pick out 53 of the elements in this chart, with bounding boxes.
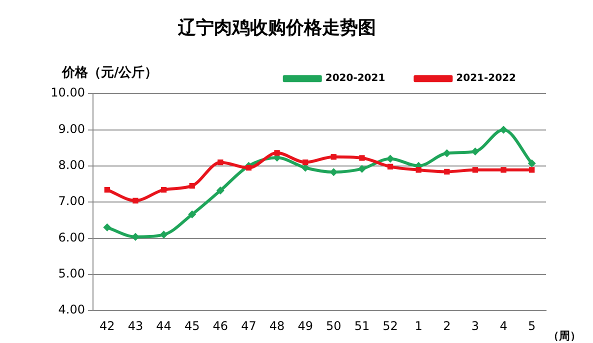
y-tick-label: 10.00	[50, 86, 85, 100]
x-tick-label: 2	[443, 318, 451, 333]
x-tick-label: 5	[528, 318, 536, 333]
point	[528, 159, 536, 168]
y-axis-title: 价格（元/公斤）	[61, 64, 158, 80]
point	[472, 167, 478, 173]
y-tick-label: 5.00	[58, 266, 85, 281]
x-tick-label: 42	[100, 318, 115, 333]
chart-title: 辽宁肉鸡收购价格走势图	[177, 17, 376, 38]
y-tick-label: 7.00	[58, 194, 85, 208]
point	[358, 164, 366, 173]
point	[500, 126, 508, 134]
point	[246, 164, 252, 171]
point	[442, 149, 451, 158]
point	[471, 147, 480, 156]
point	[132, 198, 138, 204]
x-tick-label: 46	[212, 318, 228, 333]
x-tick-label: 3	[471, 318, 480, 333]
point	[416, 167, 422, 173]
point	[189, 182, 195, 189]
x-tick-label: 44	[156, 318, 172, 333]
x-tick-label: 50	[326, 318, 342, 333]
point	[188, 210, 196, 218]
y-tick-label: 8.00	[58, 158, 85, 172]
point	[160, 186, 167, 193]
x-tick-label: 47	[241, 318, 256, 333]
x-tick-label: 49	[298, 318, 313, 333]
legend-label: 2021-2022	[456, 73, 516, 84]
point	[387, 164, 394, 170]
point	[103, 223, 112, 232]
point	[386, 154, 394, 163]
point	[500, 167, 506, 173]
point	[302, 159, 308, 166]
point	[104, 186, 110, 193]
point	[529, 167, 535, 173]
point	[274, 150, 280, 156]
x-tick-label: 45	[184, 318, 200, 333]
x-tick-label: 1	[414, 318, 422, 333]
x-tick-label: 48	[269, 318, 285, 333]
x-tick-label: 43	[128, 318, 144, 333]
y-tick-label: 6.00	[58, 230, 85, 244]
x-tick-label: 4	[500, 318, 508, 333]
point	[216, 186, 224, 195]
point	[359, 155, 365, 161]
point	[444, 168, 450, 175]
y-tick-label: 4.00	[58, 302, 85, 317]
legend-label: 2020-2021	[325, 73, 386, 84]
y-tick-label: 9.00	[58, 122, 85, 136]
point	[330, 154, 336, 160]
point	[218, 159, 224, 166]
point	[160, 230, 168, 239]
x-tick-label: 51	[354, 318, 370, 333]
x-tick-label: 52	[382, 318, 398, 333]
